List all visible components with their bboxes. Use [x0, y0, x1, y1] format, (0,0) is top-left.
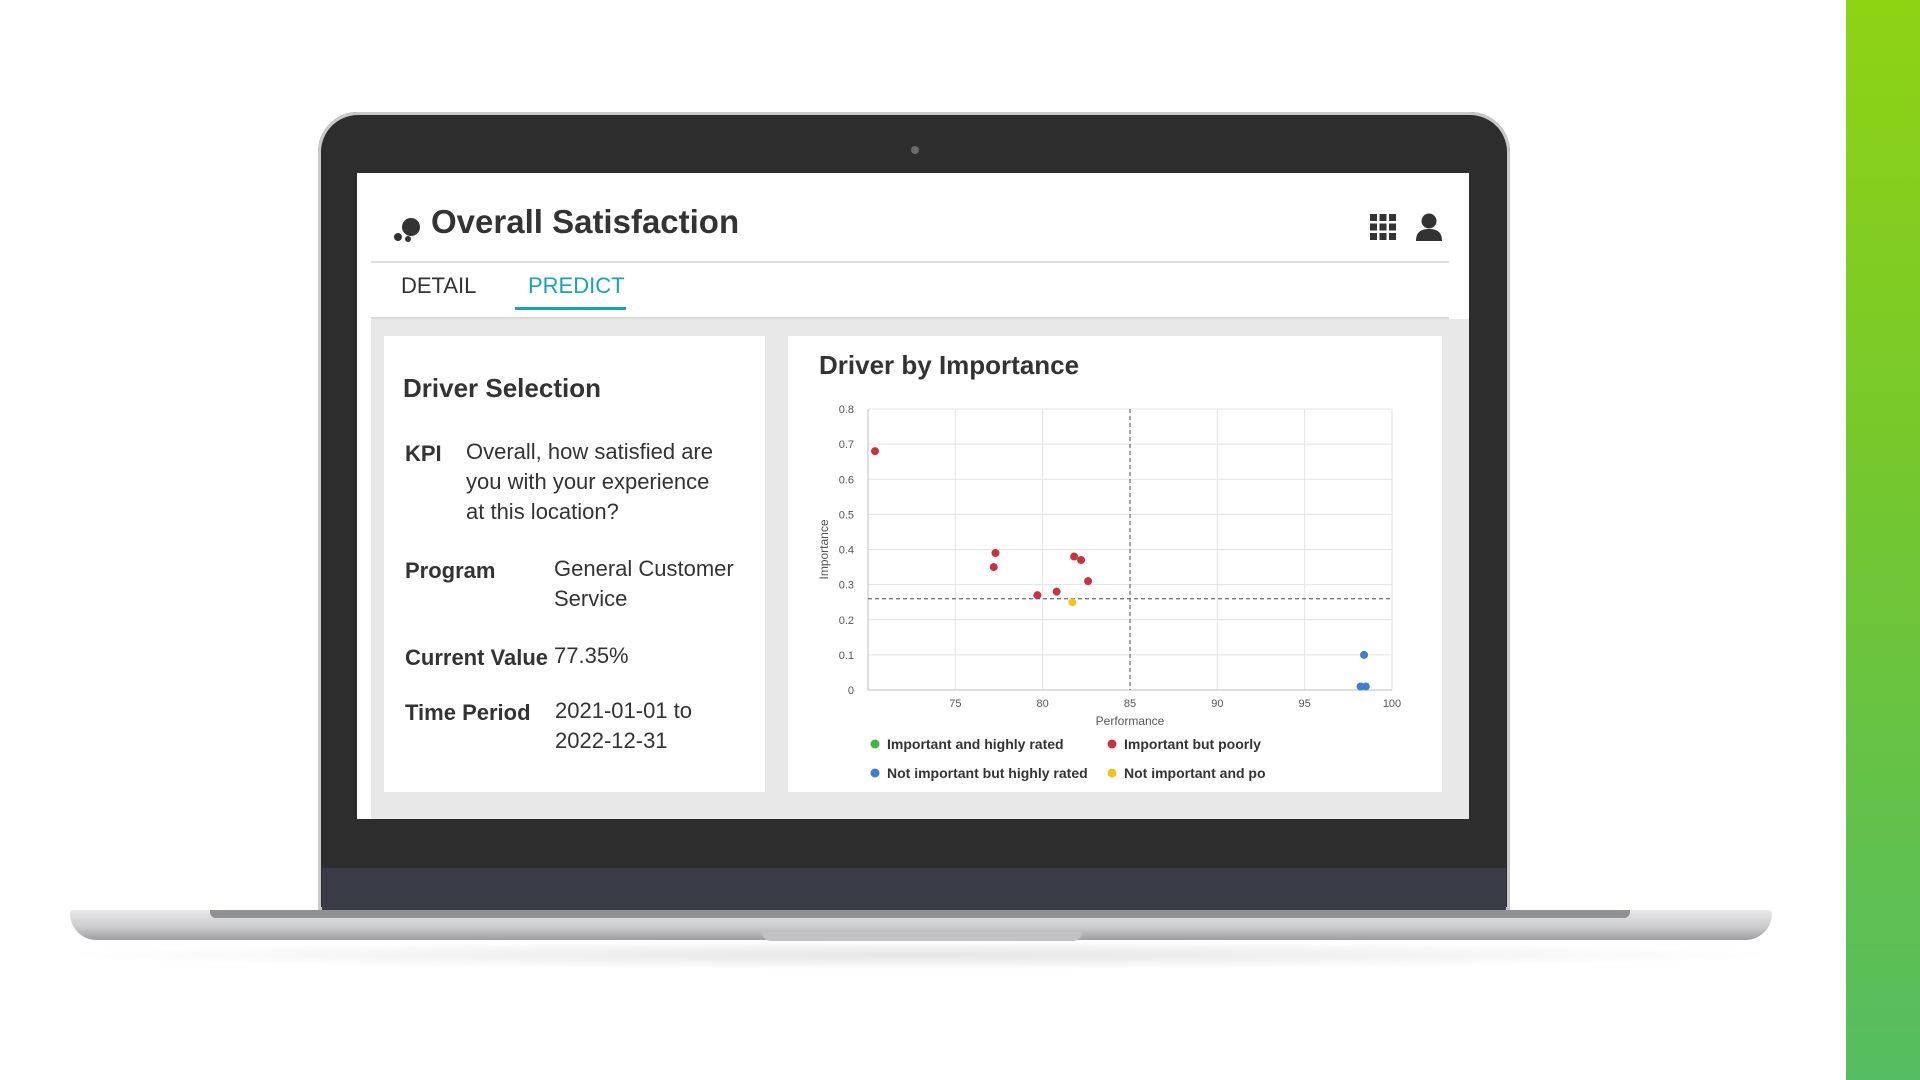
driver-importance-chart: 0 0.1 0.2 0.3 0.4 0.5 0.6 0.7 0.8 75 80 85 90 95 100 Pe…	[817, 404, 1401, 781]
time-period-label: Time Period	[405, 700, 531, 725]
data-point	[870, 447, 879, 456]
user-icon[interactable]	[1415, 212, 1443, 242]
kpi-value-line: Overall, how satisfied are	[466, 439, 713, 464]
legend-marker	[1107, 768, 1117, 778]
green-accent-strip	[1846, 0, 1920, 1080]
logo-icon	[394, 218, 420, 242]
legend-label: Not important and po	[1124, 765, 1266, 781]
current-value: 77.35%	[554, 643, 629, 668]
laptop-bezel-bottom	[322, 868, 1506, 910]
camera-dot	[911, 146, 919, 154]
tab-predict[interactable]: PREDICT	[528, 273, 625, 298]
y-tick-label: 0.4	[839, 545, 854, 557]
data-point	[991, 549, 1000, 558]
laptop-base-lip	[210, 910, 1630, 918]
laptop-shadow	[40, 940, 1800, 970]
y-tick-label: 0.2	[839, 615, 854, 627]
grid-icon[interactable]	[1369, 213, 1397, 241]
program-value: General Customer Service	[554, 554, 734, 614]
data-point	[1070, 552, 1079, 561]
driver-selection-card: Driver Selection KPI Overall, how satisf…	[384, 336, 765, 792]
time-period-line: 2022-12-31	[555, 728, 668, 753]
time-period-line: 2021-01-01 to	[555, 698, 692, 723]
current-value-label: Current Value	[405, 645, 549, 670]
kpi-label: KPI	[405, 441, 442, 466]
data-point	[1361, 682, 1370, 691]
laptop-notch	[762, 932, 1082, 941]
legend-label: Not important but highly rated	[887, 765, 1088, 781]
data-point	[1068, 598, 1077, 607]
program-label: Program	[405, 558, 496, 583]
x-axis-label: Performance	[1096, 714, 1165, 728]
kpi-value: Overall, how satisfied are you with your…	[466, 437, 713, 527]
y-axis-label: Importance	[817, 519, 831, 579]
tab-bar: DETAIL PREDICT	[371, 263, 1449, 310]
time-period-value: 2021-01-01 to 2022-12-31	[555, 696, 692, 756]
x-tick-label: 75	[949, 698, 961, 710]
driver-selection-title: Driver Selection	[403, 373, 601, 403]
data-point	[1084, 577, 1093, 586]
y-tick-label: 0.1	[839, 650, 854, 662]
header-divider	[371, 261, 1449, 263]
y-tick-label: 0.5	[839, 509, 854, 521]
y-tick-label: 0	[848, 685, 854, 697]
x-tick-label: 80	[1037, 698, 1049, 710]
tab-detail[interactable]: DETAIL	[401, 273, 477, 298]
program-value-line: General Customer	[554, 556, 734, 581]
chart-title: Driver by Importance	[819, 350, 1080, 380]
legend-label: Important but poorly	[1124, 736, 1261, 752]
legend-label: Important and highly rated	[887, 736, 1064, 752]
y-tick-label: 0.8	[839, 404, 854, 416]
page-title: Overall Satisfaction	[431, 203, 740, 240]
y-tick-label: 0.7	[839, 439, 854, 451]
x-tick-label: 85	[1124, 698, 1136, 710]
active-tab-indicator	[515, 307, 626, 310]
tabs-divider	[371, 317, 1449, 319]
x-tick-label: 100	[1383, 698, 1401, 710]
legend-marker	[1107, 739, 1117, 749]
x-tick-label: 95	[1299, 698, 1311, 710]
data-point	[1360, 650, 1369, 659]
data-point	[989, 563, 998, 572]
data-point	[1077, 556, 1086, 565]
kpi-value-line: at this location?	[466, 499, 619, 524]
program-value-line: Service	[554, 586, 628, 611]
legend-marker	[870, 739, 880, 749]
data-point	[1052, 587, 1061, 596]
driver-importance-card: Driver by Importance 0 0.1 0.2 0.3 0.4 0.5 0.6…	[788, 336, 1442, 792]
app-screen: Overall Satisfaction DETAIL PREDICT Driv…	[357, 173, 1469, 819]
y-tick-label: 0.3	[839, 580, 854, 592]
legend-marker	[870, 768, 880, 778]
x-tick-label: 90	[1211, 698, 1223, 710]
y-tick-label: 0.6	[839, 474, 854, 486]
data-point	[1033, 591, 1042, 600]
kpi-value-line: you with your experience	[466, 469, 710, 494]
app-header: Overall Satisfaction	[357, 173, 1469, 263]
